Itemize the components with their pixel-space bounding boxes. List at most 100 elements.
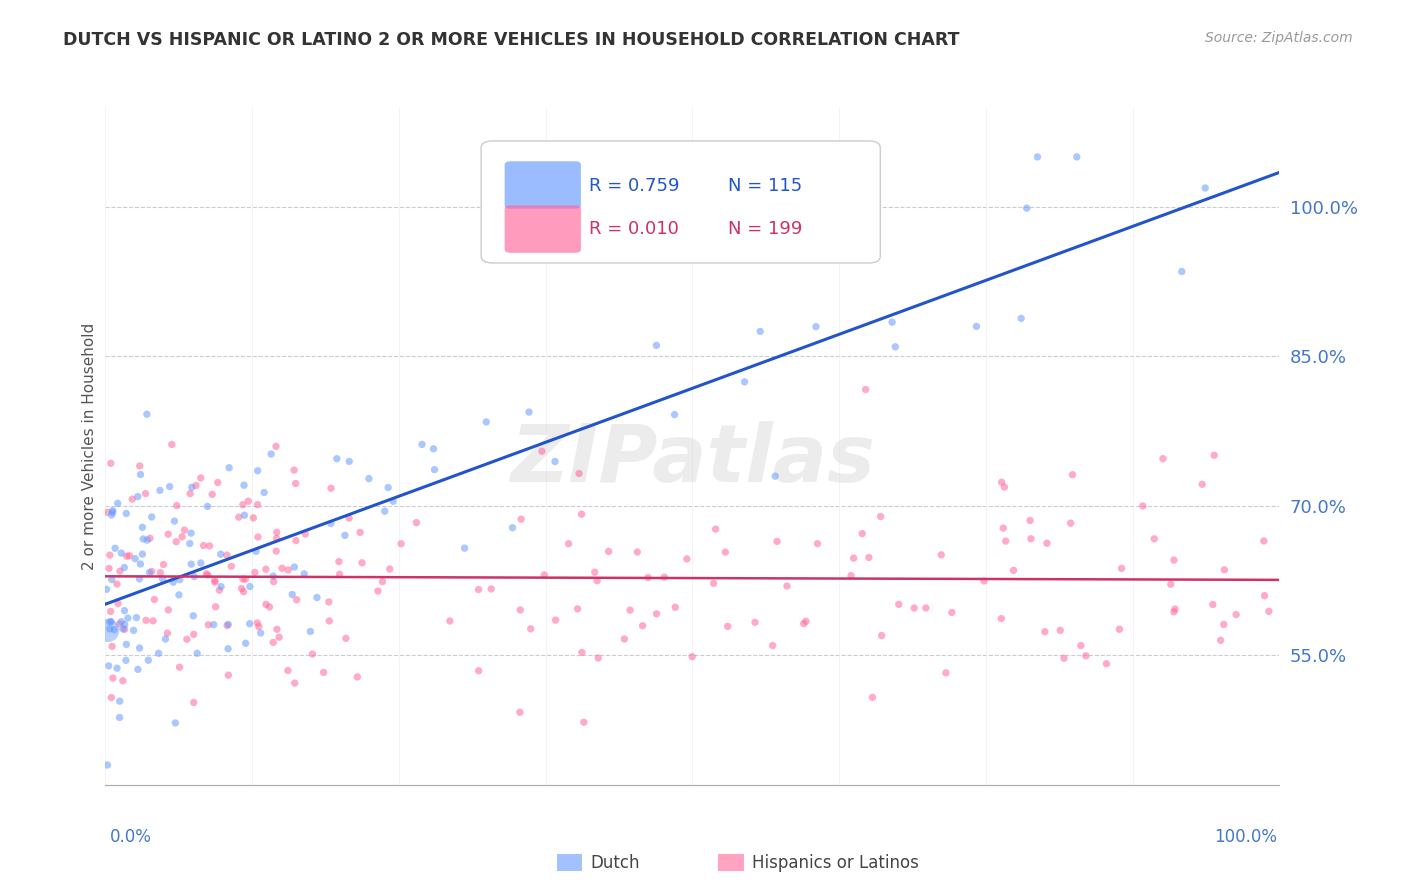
Point (180, 526, 202, 541)
Point (266, 525, 288, 540)
Point (152, 572, 174, 586)
Point (776, 579, 799, 593)
Point (262, 635, 284, 649)
Point (110, 546, 132, 560)
Point (389, 537, 412, 551)
Point (266, 622, 288, 636)
Point (328, 555, 350, 569)
Point (239, 616, 262, 631)
Point (128, 458, 150, 473)
Point (172, 530, 194, 544)
Point (571, 507, 593, 521)
Point (245, 544, 267, 558)
Point (141, 565, 163, 579)
Point (246, 615, 269, 630)
Point (749, 325, 772, 339)
Point (1019, 532, 1042, 546)
Point (371, 574, 394, 589)
Point (411, 437, 433, 451)
Point (103, 623, 125, 637)
Point (637, 570, 659, 584)
Point (246, 530, 269, 544)
Point (114, 622, 136, 636)
Point (851, 526, 873, 541)
Point (1095, 657, 1118, 671)
Point (176, 632, 198, 647)
Point (246, 464, 269, 478)
Point (254, 598, 277, 612)
Point (467, 664, 489, 678)
Point (217, 618, 239, 632)
Point (169, 573, 191, 587)
Point (284, 533, 307, 548)
Point (131, 520, 153, 534)
Point (215, 548, 238, 562)
Point (101, 671, 124, 685)
Point (141, 510, 163, 524)
Point (97, 624, 120, 638)
Point (357, 472, 380, 486)
Point (142, 614, 165, 628)
Point (884, 340, 907, 354)
Point (703, 576, 725, 591)
Point (571, 645, 593, 659)
Point (1033, 624, 1056, 639)
Point (183, 695, 205, 709)
Point (186, 646, 208, 660)
Point (374, 504, 396, 518)
Point (107, 496, 129, 510)
Point (664, 600, 686, 615)
Point (990, 475, 1012, 490)
Text: Dutch: Dutch (591, 854, 640, 871)
Point (1191, 477, 1213, 491)
Point (96, 582, 118, 597)
Point (108, 710, 131, 724)
Point (941, 606, 963, 620)
Point (598, 544, 620, 558)
Point (382, 494, 405, 508)
Point (129, 467, 152, 482)
Point (352, 556, 374, 570)
Point (1111, 561, 1133, 575)
Point (101, 640, 124, 654)
Point (1049, 624, 1071, 638)
Point (1171, 264, 1194, 278)
Point (100, 508, 122, 522)
Point (105, 661, 128, 675)
Point (335, 632, 357, 646)
Point (1209, 633, 1232, 648)
Point (319, 516, 342, 531)
Point (149, 566, 172, 580)
Point (839, 568, 862, 582)
Point (232, 584, 254, 599)
Point (100, 615, 122, 629)
Point (1002, 563, 1025, 577)
Point (165, 534, 187, 549)
Point (318, 595, 340, 609)
Point (367, 584, 389, 599)
Text: R = 0.759: R = 0.759 (589, 177, 679, 194)
Text: N = 199: N = 199 (728, 220, 801, 238)
Point (135, 613, 157, 627)
Point (793, 616, 815, 631)
Point (1053, 651, 1076, 665)
Point (1225, 607, 1247, 622)
Point (346, 670, 368, 684)
Point (929, 548, 952, 562)
Point (167, 588, 190, 602)
Point (138, 566, 160, 580)
Point (281, 587, 304, 601)
Point (1212, 617, 1234, 632)
Point (247, 620, 270, 634)
Point (108, 616, 131, 631)
Point (1253, 533, 1275, 548)
Point (966, 319, 988, 334)
Point (162, 575, 184, 590)
Point (217, 617, 239, 632)
Point (221, 559, 243, 574)
Point (1066, 150, 1088, 164)
Point (1070, 639, 1092, 653)
Point (337, 454, 360, 468)
Point (714, 545, 737, 559)
Text: Hispanics or Latinos: Hispanics or Latinos (752, 854, 920, 871)
